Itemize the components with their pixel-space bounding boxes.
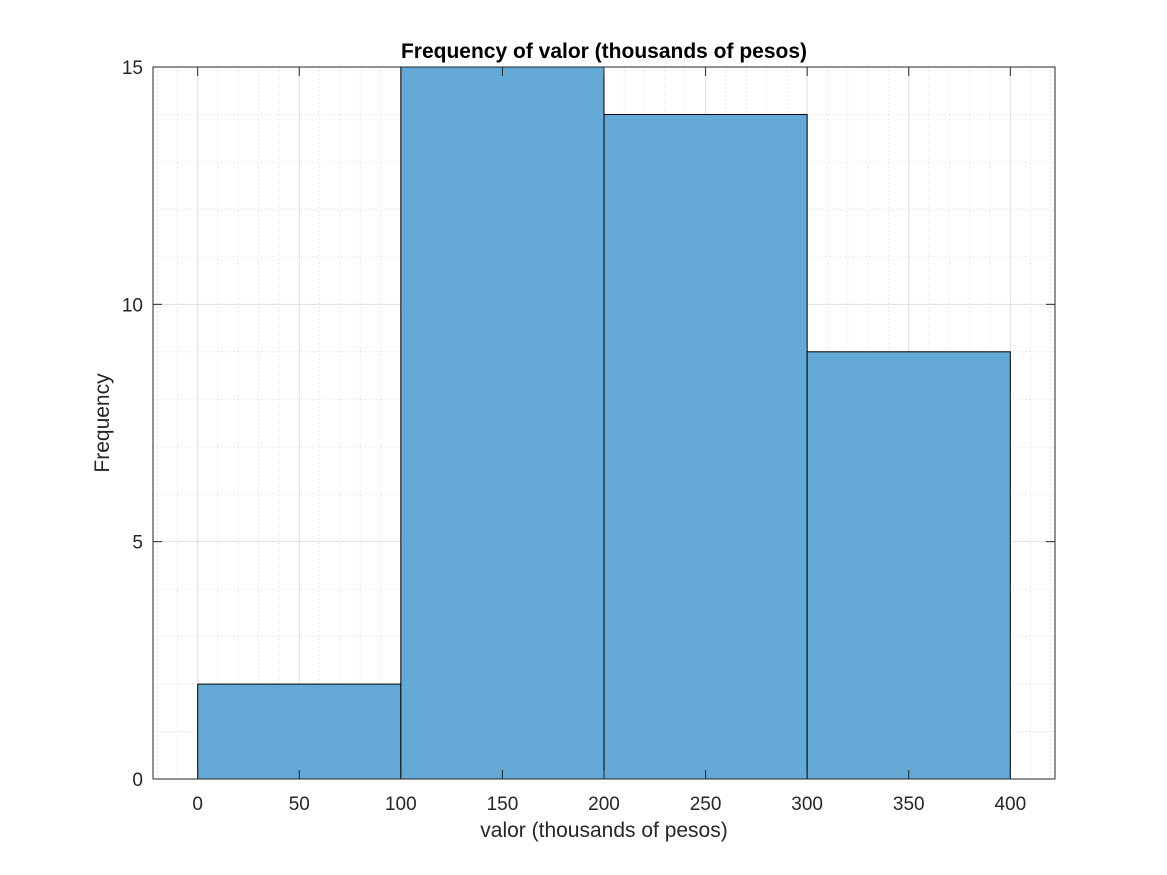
y-axis-label: Frequency [91,373,114,473]
x-tick-label: 100 [385,794,417,815]
histogram-bar-1 [400,66,605,780]
x-tick-label: 350 [893,794,925,815]
x-tick-label: 0 [192,794,203,815]
histogram-bar-0 [197,683,402,780]
tick-labels-group: 0 50 100 150 200 250 300 350 400 0 5 10 15 [122,58,1026,815]
x-axis-label: valor (thousands of pesos) [480,819,727,842]
histogram-bar-3 [806,351,1011,780]
chart-title: Frequency of valor (thousands of pesos) [401,40,807,63]
x-tick-label: 200 [588,794,620,815]
x-tick-label: 50 [289,794,310,815]
ticks-group [153,66,1055,780]
y-tick-label: 0 [132,770,143,791]
bars-group [197,66,1011,780]
y-tick-label: 15 [122,58,143,79]
y-tick-label: 10 [122,295,143,316]
x-tick-label: 150 [487,794,519,815]
x-tick-label: 400 [994,794,1026,815]
x-tick-label: 300 [791,794,823,815]
x-tick-label: 250 [690,794,722,815]
y-tick-label: 5 [132,533,143,554]
histogram-bar-2 [603,113,808,780]
